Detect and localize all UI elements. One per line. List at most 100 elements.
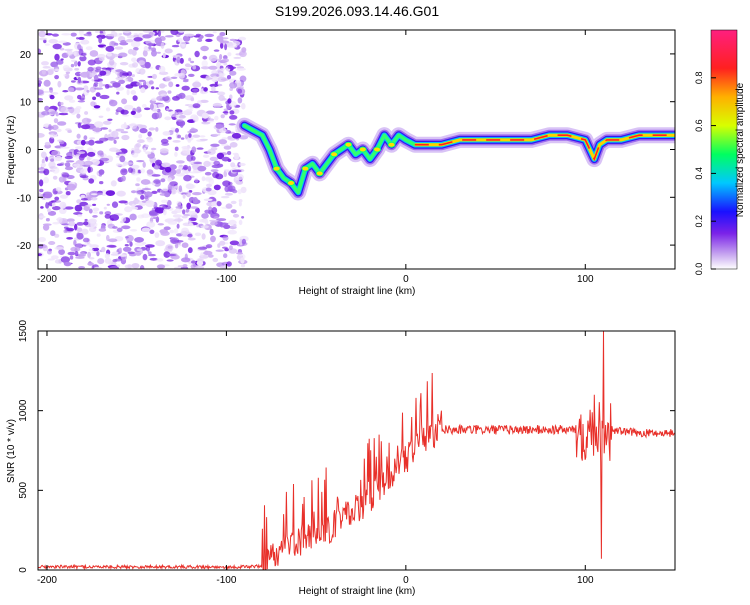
noise-speckle: [189, 128, 198, 133]
noise-speckle: [141, 103, 147, 108]
noise-speckle: [78, 155, 85, 161]
noise-speckle: [176, 118, 184, 122]
noise-speckle: [176, 223, 180, 229]
noise-speckle: [78, 30, 84, 36]
noise-speckle: [220, 195, 230, 199]
noise-speckle: [59, 102, 64, 106]
noise-speckle: [146, 136, 153, 143]
noise-speckle: [99, 127, 109, 130]
noise-speckle: [186, 202, 192, 210]
noise-speckle: [99, 157, 110, 162]
noise-speckle: [130, 90, 137, 95]
noise-speckle: [38, 77, 43, 81]
noise-speckle: [64, 162, 71, 168]
noise-speckle: [164, 48, 173, 54]
noise-speckle: [77, 44, 82, 50]
noise-speckle: [210, 169, 219, 173]
noise-speckle: [180, 137, 185, 140]
noise-speckle: [106, 136, 117, 141]
noise-speckle: [237, 97, 243, 104]
noise-speckle: [211, 207, 218, 214]
noise-speckle: [83, 85, 89, 92]
noise-speckle: [137, 139, 145, 144]
noise-speckle: [151, 50, 157, 57]
noise-speckle: [204, 176, 213, 182]
noise-speckle: [149, 103, 154, 110]
noise-speckle: [151, 97, 157, 102]
noise-speckle: [68, 221, 76, 227]
noise-speckle: [148, 127, 156, 131]
noise-speckle: [78, 48, 84, 56]
noise-speckle: [84, 218, 88, 222]
noise-speckle: [229, 240, 240, 246]
noise-speckle: [89, 137, 96, 140]
noise-speckle: [88, 208, 93, 214]
noise-speckle: [136, 160, 145, 163]
noise-speckle: [78, 266, 85, 269]
noise-speckle: [209, 228, 214, 236]
noise-speckle: [182, 209, 186, 215]
noise-speckle: [73, 51, 77, 57]
noise-speckle: [205, 38, 213, 43]
noise-speckle: [83, 33, 93, 37]
noise-speckle: [44, 141, 51, 146]
noise-speckle: [127, 251, 135, 255]
noise-speckle: [138, 79, 146, 82]
noise-speckle: [210, 73, 220, 78]
noise-speckle: [139, 124, 147, 130]
noise-speckle: [76, 133, 81, 139]
noise-speckle: [104, 211, 112, 216]
ridge-blob: [315, 170, 324, 177]
noise-speckle: [80, 39, 90, 45]
noise-speckle: [104, 84, 110, 89]
noise-speckle: [186, 154, 193, 162]
noise-speckle: [160, 178, 166, 183]
noise-speckle: [49, 136, 55, 144]
noise-speckle: [145, 244, 155, 248]
noise-speckle: [225, 170, 229, 173]
noise-speckle: [202, 55, 208, 60]
noise-speckle: [109, 53, 119, 58]
noise-speckle: [115, 111, 119, 115]
noise-speckle: [162, 205, 172, 210]
noise-speckle: [108, 260, 112, 265]
noise-speckle: [215, 123, 223, 129]
noise-speckle: [83, 221, 89, 226]
noise-speckle: [222, 235, 229, 241]
noise-speckle: [76, 199, 82, 204]
noise-speckle: [64, 206, 74, 210]
noise-speckle: [56, 59, 64, 65]
noise-speckle: [176, 111, 184, 115]
x-tick-label: 0: [403, 274, 409, 285]
noise-speckle: [49, 94, 55, 100]
ridge-blob: [287, 180, 295, 186]
noise-speckle: [172, 96, 180, 101]
noise-speckle: [151, 47, 157, 52]
noise-speckle: [93, 266, 103, 269]
noise-speckle: [216, 35, 224, 42]
y-tick-label: 500: [18, 482, 29, 499]
noise-speckle: [193, 161, 203, 165]
noise-speckle: [190, 60, 195, 64]
noise-speckle: [55, 113, 59, 117]
noise-speckle: [61, 173, 70, 178]
noise-speckle: [46, 249, 52, 255]
noise-speckle: [89, 50, 99, 57]
noise-speckle: [63, 74, 67, 77]
y-tick-label: 0: [18, 567, 29, 573]
noise-speckle: [39, 37, 48, 41]
noise-speckle: [238, 199, 243, 203]
noise-speckle: [153, 164, 161, 170]
noise-speckle: [63, 261, 72, 267]
noise-speckle: [195, 207, 200, 214]
noise-speckle: [174, 243, 179, 249]
noise-speckle: [98, 115, 104, 119]
noise-speckle: [116, 91, 120, 95]
noise-speckle: [203, 250, 213, 256]
noise-speckle: [166, 253, 177, 257]
noise-speckle: [176, 56, 181, 64]
noise-speckle: [194, 178, 199, 183]
noise-speckle: [200, 225, 209, 229]
noise-speckle: [56, 163, 64, 166]
